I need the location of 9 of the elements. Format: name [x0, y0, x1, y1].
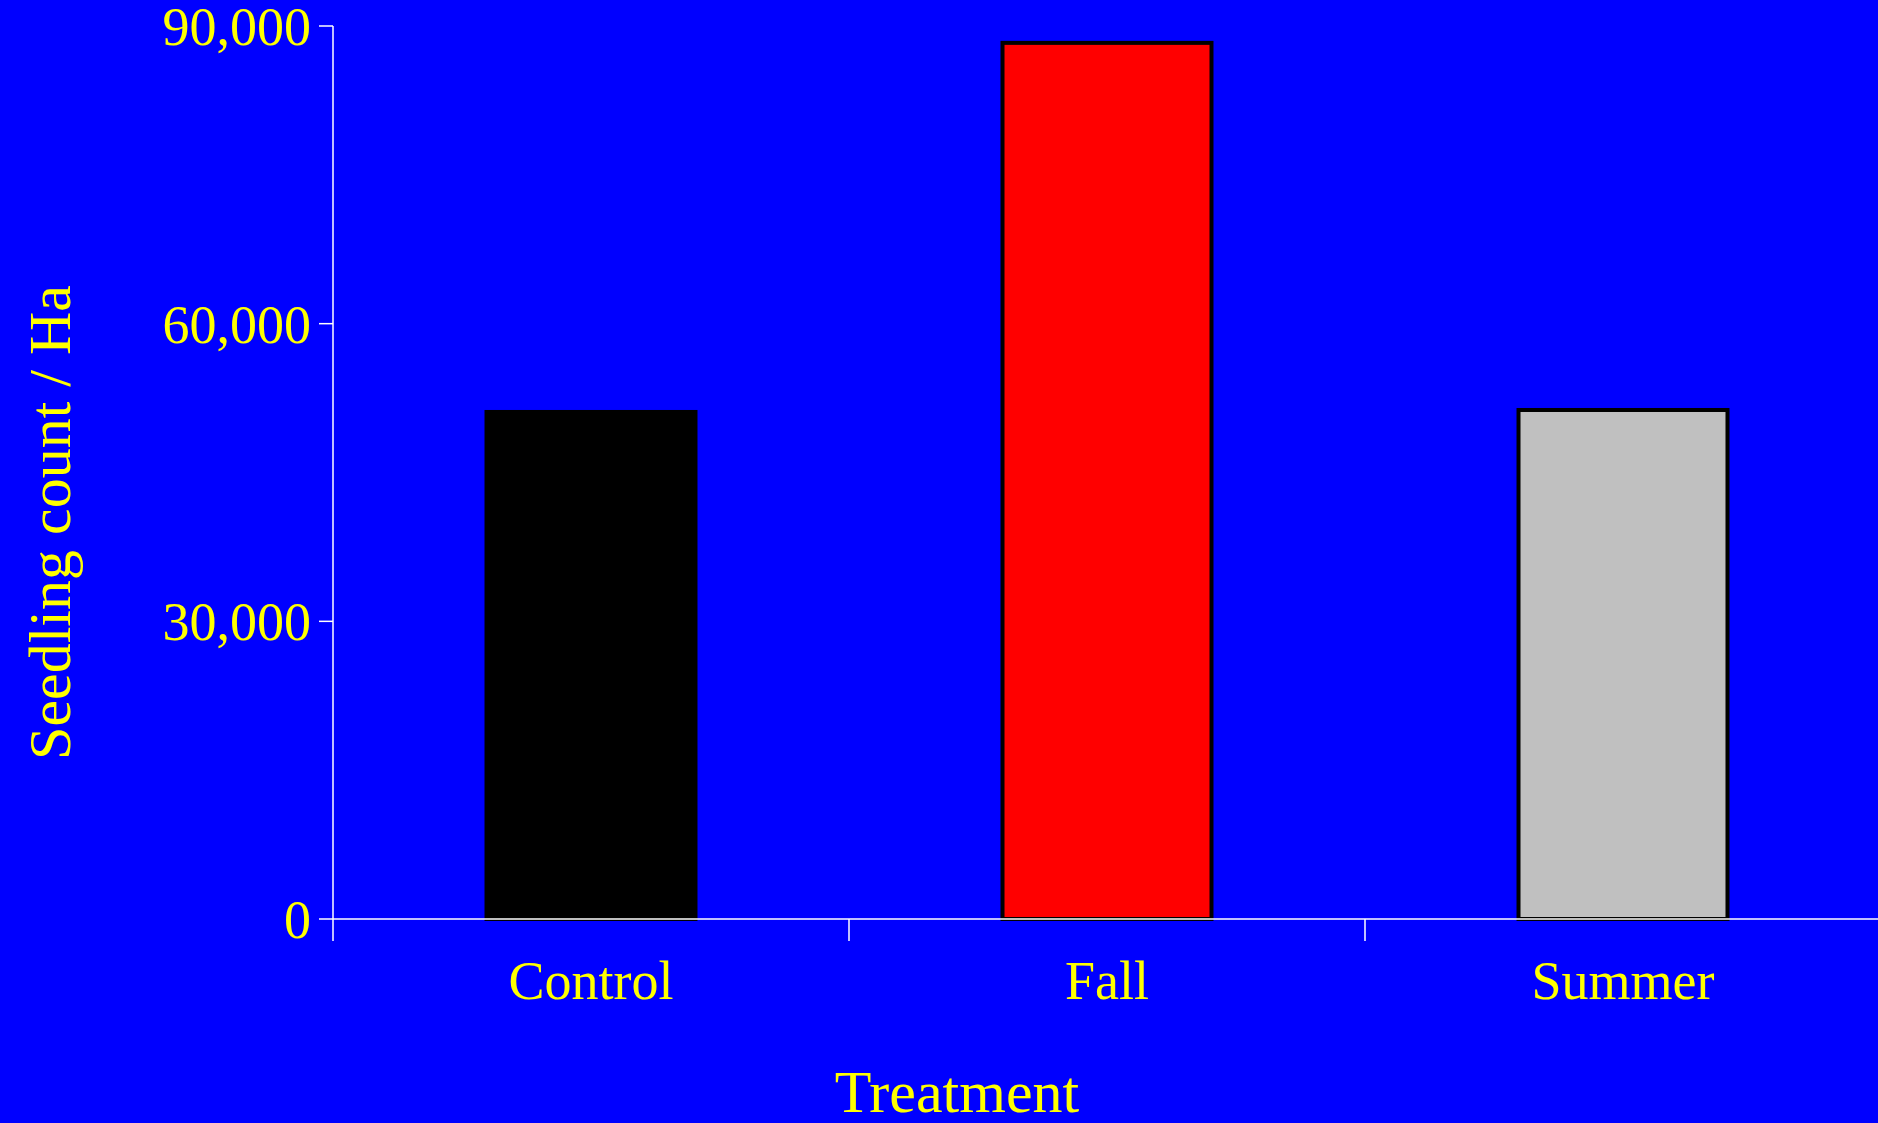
y-tick-label: 90,000: [162, 0, 311, 57]
x-axis-title: Treatment: [834, 1059, 1080, 1123]
x-tick-label: Summer: [1531, 951, 1715, 1011]
y-tick-label: 30,000: [162, 592, 311, 653]
x-tick-label: Fall: [1064, 951, 1150, 1011]
y-tick-label: 0: [284, 889, 311, 950]
x-tick-label: Control: [508, 951, 674, 1011]
y-axis-title: Seedling count / Ha: [17, 285, 83, 760]
y-tick-label: 60,000: [162, 294, 311, 355]
